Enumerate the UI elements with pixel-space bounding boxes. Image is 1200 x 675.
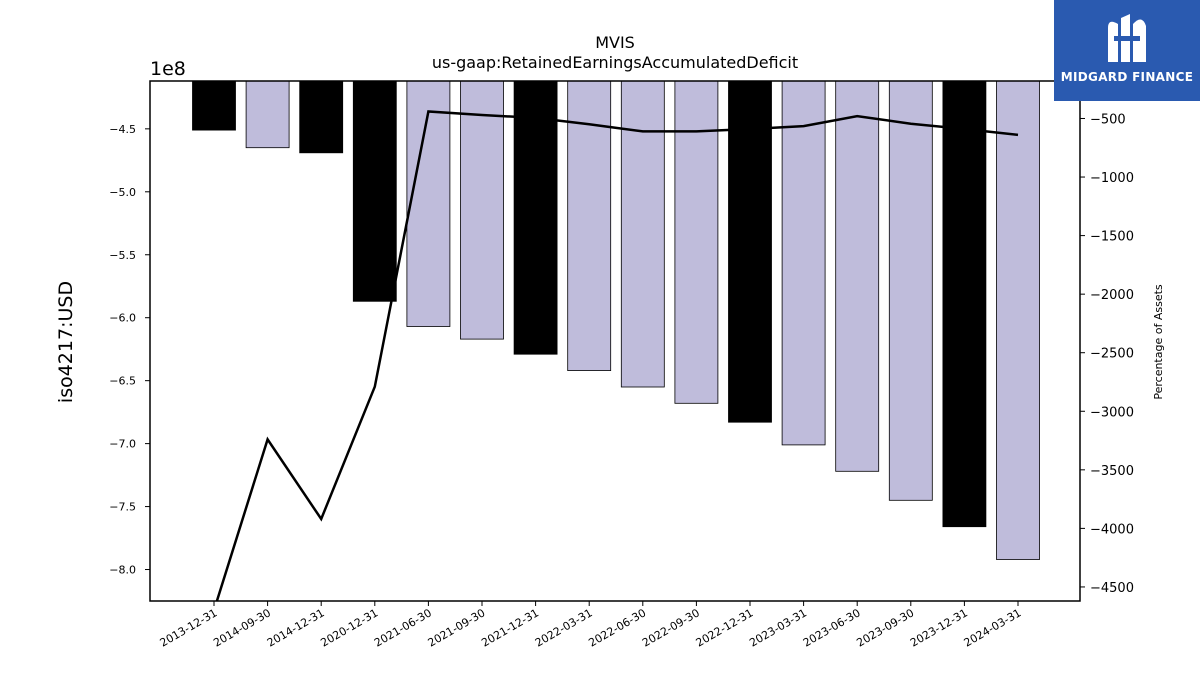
y2-axis-label: Percentage of Assets (1152, 284, 1165, 400)
bar-2022-06-30 (620, 80, 665, 388)
x-tick-label: 2020-12-31 (318, 606, 380, 649)
bar-2020-12-31 (352, 80, 397, 302)
y-tick-label: −7.5 (109, 501, 136, 514)
y2-tick-label: −4500 (1090, 581, 1134, 596)
y-tick-label: −6.0 (109, 312, 136, 325)
x-tick-label: 2023-06-30 (801, 606, 863, 649)
percentage-line (215, 110, 1019, 602)
x-tick-label: 2022-09-30 (640, 606, 702, 649)
y-axis-ticks: −4.5 −5.0 −5.5 −6.0 −6.5 −7.0 −7.5 −8.0 (109, 123, 150, 577)
y-offset-label: 1e8 (150, 58, 186, 80)
x-tick-label: 2013-12-31 (158, 606, 220, 649)
y-tick-label: −5.5 (109, 249, 136, 262)
chart-subtitle: us-gaap:RetainedEarningsAccumulatedDefic… (432, 53, 798, 72)
bar-2023-06-30 (835, 80, 880, 472)
bar-2014-12-31 (299, 80, 344, 154)
logo: MIDGARD FINANCE (1054, 0, 1200, 101)
x-tick-label: 2021-06-30 (372, 606, 434, 649)
bar-2023-03-31 (781, 80, 826, 446)
x-tick-label: 2022-06-30 (586, 606, 648, 649)
bar-2021-09-30 (460, 80, 504, 340)
x-axis-ticks: 2013-12-312014-09-302014-12-312020-12-31… (158, 601, 1024, 650)
bar-2021-06-30 (406, 80, 451, 327)
y2-tick-label: −2500 (1090, 347, 1134, 362)
bar-2021-12-31 (513, 80, 558, 355)
x-tick-label: 2022-12-31 (694, 606, 756, 649)
y-tick-label: −5.0 (109, 186, 136, 199)
logo-mark-icon (1108, 14, 1146, 63)
x-tick-label: 2024-03-31 (962, 606, 1024, 649)
y-tick-label: −8.0 (109, 564, 136, 577)
line-series (215, 110, 1019, 602)
y2-tick-label: −3000 (1090, 405, 1134, 420)
y-tick-label: −7.0 (109, 438, 136, 451)
x-tick-label: 2014-12-31 (265, 606, 327, 649)
y2-tick-label: −500 (1090, 112, 1126, 127)
y2-tick-label: −1500 (1090, 230, 1134, 245)
bar-2022-12-31 (728, 80, 772, 423)
x-tick-label: 2022-03-31 (533, 606, 595, 649)
x-tick-label: 2014-09-30 (211, 606, 273, 649)
bar-2023-12-31 (942, 80, 987, 528)
y-axis-label: iso4217:USD (55, 281, 77, 403)
bar-2023-09-30 (888, 80, 933, 501)
plot-frame (149, 80, 1081, 602)
bar-2013-12-31 (192, 80, 236, 131)
y2-tick-label: −3500 (1090, 464, 1134, 479)
x-tick-label: 2021-09-30 (426, 606, 488, 649)
bar-series (192, 80, 1040, 560)
logo-text: MIDGARD FINANCE (1060, 70, 1194, 84)
y-tick-label: −6.5 (109, 375, 136, 388)
y-tick-label: −4.5 (109, 123, 136, 136)
bar-2024-03-31 (996, 80, 1040, 560)
bar-2022-09-30 (674, 80, 719, 404)
x-tick-label: 2023-09-30 (854, 606, 916, 649)
x-tick-label: 2023-12-31 (908, 606, 970, 649)
bar-2022-03-31 (567, 80, 612, 372)
x-tick-label: 2023-03-31 (747, 606, 809, 649)
chart-title: MVIS (595, 33, 635, 52)
y2-tick-label: −1000 (1090, 171, 1134, 186)
x-tick-label: 2021-12-31 (479, 606, 541, 649)
y2-tick-label: −2000 (1090, 288, 1134, 303)
bar-2014-09-30 (245, 80, 290, 149)
y2-tick-label: −4000 (1090, 522, 1134, 537)
y2-axis-ticks: −500 −1000 −1500 −2000 −2500 −3000 −3500 −4000 −… (1080, 112, 1134, 596)
